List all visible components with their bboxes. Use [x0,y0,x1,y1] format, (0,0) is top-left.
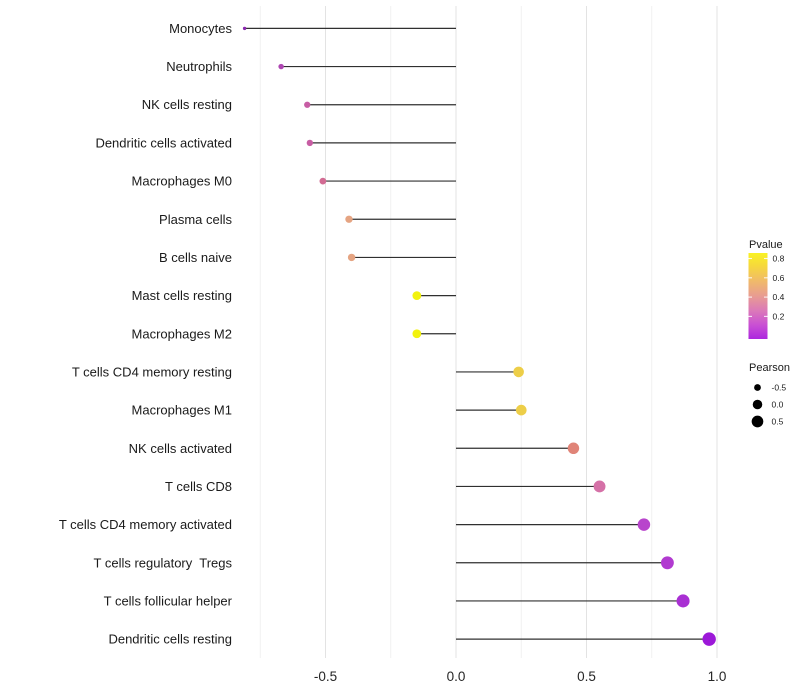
y-axis-label: T cells CD4 memory activated [59,517,232,532]
y-axis-label: Dendritic cells activated [95,135,232,150]
pvalue-gradient-bar [748,253,768,339]
pearson-legend-dot [752,399,763,410]
lollipop-dot [306,139,314,147]
lollipop-dot [319,177,327,185]
lollipop-dot [242,26,247,31]
lollipop-dot [513,366,524,378]
y-axis-label: Macrophages M0 [132,174,232,189]
pvalue-legend-tick-label: 0.6 [773,273,785,283]
x-axis-tick-label: 0.5 [577,669,596,684]
lollipop-dot [515,404,527,416]
pearson-legend-title: Pearson [749,362,790,374]
pvalue-legend: Pvalue 0.8 0.6 0.4 0.2 [748,239,785,339]
pvalue-legend-ticks: 0.8 0.6 0.4 0.2 [748,254,785,321]
lollipop-dot [345,215,353,223]
pearson-legend-label: 0.0 [772,400,784,410]
lollipops [242,26,716,646]
y-axis-label: NK cells activated [129,441,232,456]
pearson-legend-label: -0.5 [772,383,787,393]
y-axis-label: T cells regulatory Tregs [94,555,233,570]
y-axis-label: B cells naive [159,250,232,265]
y-axis-label: Neutrophils [166,59,232,74]
pvalue-legend-tick-label: 0.8 [773,254,785,264]
lollipop-dot [593,480,606,493]
pearson-legend: Pearson -0.5 0.0 0.5 [749,362,790,428]
y-axis-label: T cells CD4 memory resting [72,364,232,379]
pvalue-legend-title: Pvalue [749,239,783,251]
gridlines [259,6,718,658]
pearson-legend-items: -0.5 0.0 0.5 [751,383,787,428]
x-axis-labels: -0.5 0.0 0.5 1.0 [314,669,727,684]
pvalue-legend-tick-label: 0.4 [773,292,785,302]
y-axis-label: Macrophages M1 [132,403,232,418]
y-axis-label: Macrophages M2 [132,326,232,341]
lollipop-dot [702,632,716,646]
lollipop-dot [637,518,651,531]
lollipop-dot [304,101,311,108]
pvalue-legend-tick-label: 0.2 [773,311,785,321]
y-axis-label: Mast cells resting [132,288,232,303]
x-axis-tick-label: 1.0 [708,669,727,684]
lollipop-dot [347,253,356,262]
lollipop-dot [412,291,422,300]
y-axis-label: T cells CD8 [165,479,232,494]
pearson-legend-dot [754,384,761,391]
y-axis-label: Plasma cells [159,212,232,227]
pearson-legend-label: 0.5 [772,417,784,427]
y-axis-label: T cells follicular helper [104,593,233,608]
lollipop-dot [278,63,284,70]
y-axis-label: NK cells resting [142,97,232,112]
pearson-legend-dot [751,415,764,428]
y-axis-label: Monocytes [169,21,232,36]
lollipop-dot [676,594,690,608]
x-axis-tick-label: -0.5 [314,669,337,684]
lollipop-dot [567,442,580,455]
y-axis-label: Dendritic cells resting [108,632,232,647]
lollipop-dot [660,556,674,570]
lollipop-dot [412,329,422,339]
y-axis-labels: Monocytes Neutrophils NK cells resting Dend… [59,21,233,647]
x-axis-tick-label: 0.0 [447,669,466,684]
